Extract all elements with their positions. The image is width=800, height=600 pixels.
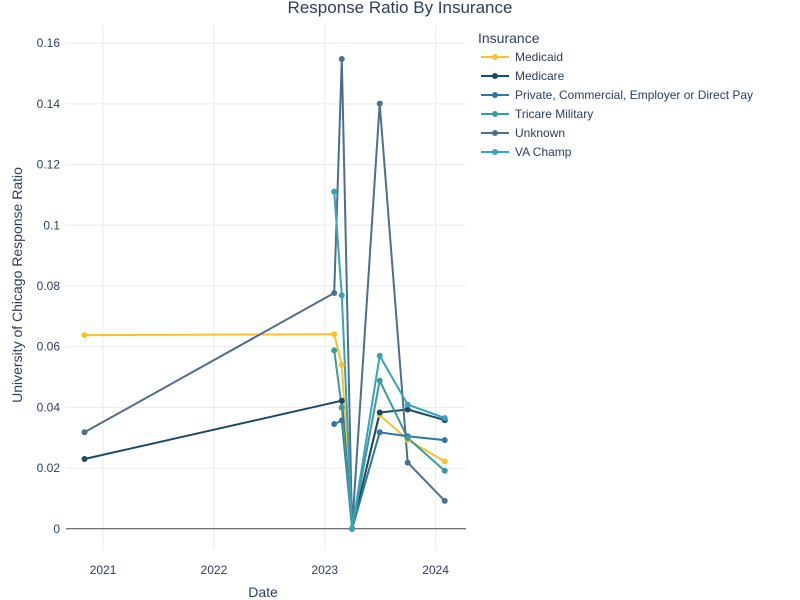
data-point [376,352,383,359]
legend-marker-swatch [492,92,498,98]
legend-item[interactable]: Private, Commercial, Employer or Direct … [481,88,753,102]
data-point [331,331,338,338]
data-point [338,292,345,299]
data-point [441,497,448,504]
data-point [404,459,411,466]
x-tick-label: 2022 [201,563,228,577]
data-point [81,455,88,462]
series-line [84,333,446,530]
y-tick-label: 0.06 [37,340,61,354]
data-point [404,435,411,442]
y-tick-label: 0.02 [37,461,61,475]
y-tick-label: 0 [53,522,60,536]
legend-item[interactable]: VA Champ [481,145,572,159]
series-line [333,191,446,530]
legend-marker-swatch [492,130,498,136]
x-tick-label: 2023 [311,563,338,577]
data-point [81,332,88,339]
x-axis-title: Date [248,584,278,600]
data-point [338,361,345,368]
data-point [376,377,383,384]
legend-marker-swatch [492,149,498,155]
data-point [349,525,356,532]
legend-item[interactable]: Medicare [481,69,565,83]
legend-item[interactable]: Tricare Military [481,107,593,121]
legend-items[interactable]: Medicaid Medicare Private, Commercial, Emp… [481,50,753,159]
data-point [376,100,383,107]
y-tick-label: 0.08 [37,279,61,293]
legend-label: VA Champ [515,145,572,159]
data-point [376,409,383,416]
chart-title: Response Ratio By Insurance [288,0,513,17]
legend[interactable]: Insurance Medicaid Medicare Private, Comme… [478,30,753,159]
y-axis-ticks: 0 0.02 0.04 0.06 0.08 0.1 0.12 0.14 0.16 [37,36,61,536]
data-point [338,417,345,424]
legend-marker-swatch [492,54,498,60]
legend-label: Private, Commercial, Employer or Direct … [515,88,753,102]
y-axis-title: University of Chicago Response Ratio [9,167,25,403]
legend-marker-swatch [492,111,498,117]
data-point [331,347,338,354]
data-point [441,467,448,474]
series-lines [84,58,446,530]
data-point [404,406,411,413]
data-point [331,289,338,296]
y-tick-label: 0.16 [37,36,61,50]
x-axis-ticks: 2021 2022 2023 2024 [90,563,450,577]
data-point [441,414,448,421]
legend-item[interactable]: Medicaid [481,50,563,64]
x-tick-label: 2024 [422,563,449,577]
legend-marker-swatch [492,73,498,79]
data-point [441,437,448,444]
grid-lines [66,25,466,550]
legend-title: Insurance [478,30,540,46]
legend-label: Tricare Military [515,107,593,121]
data-point [441,458,448,465]
series-line [84,399,445,530]
legend-label: Unknown [515,126,565,140]
y-tick-label: 0.12 [37,158,61,172]
legend-label: Medicare [515,69,565,83]
series-points [81,55,448,532]
legend-item[interactable]: Unknown [481,126,565,140]
y-tick-label: 0.04 [37,400,61,414]
series-line [84,58,446,530]
data-point [338,55,345,62]
y-tick-label: 0.1 [43,218,60,232]
data-point [331,188,338,195]
data-point [331,421,338,428]
x-tick-label: 2021 [90,563,117,577]
data-point [404,401,411,408]
legend-label: Medicaid [515,50,563,64]
data-point [81,429,88,436]
data-point [338,404,345,411]
data-point [338,397,345,404]
data-point [376,429,383,436]
y-tick-label: 0.14 [37,97,61,111]
